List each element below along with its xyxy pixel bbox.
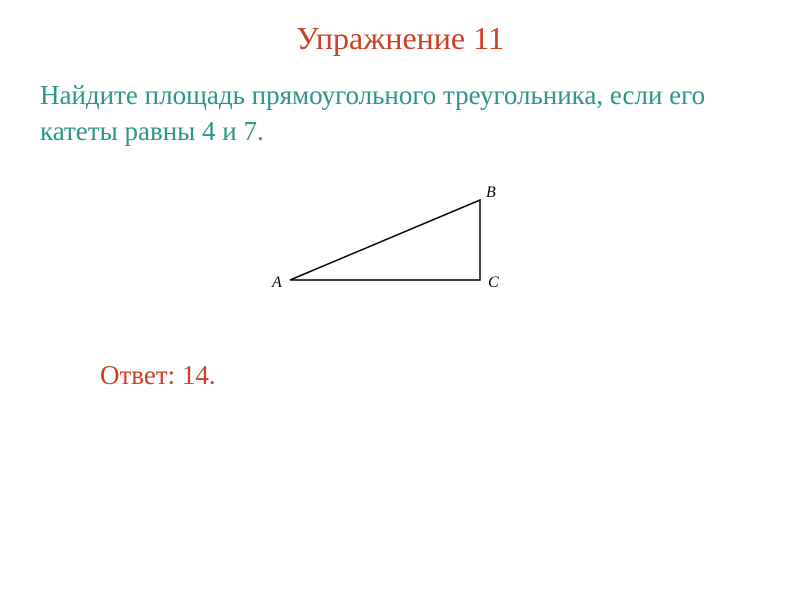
triangle-shape [290, 200, 480, 280]
triangle-diagram: A B C [280, 190, 520, 300]
slide-container: Упражнение 11 Найдите площадь прямоуголь… [0, 0, 800, 600]
answer-text: Ответ: 14. [100, 360, 760, 391]
vertex-label-a: A [272, 274, 282, 292]
vertex-label-b: B [486, 184, 496, 202]
diagram-container: A B C [40, 190, 760, 300]
problem-statement: Найдите площадь прямоугольного треугольн… [40, 77, 760, 150]
triangle-svg [280, 190, 520, 300]
vertex-label-c: C [488, 274, 499, 292]
exercise-title: Упражнение 11 [40, 20, 760, 57]
